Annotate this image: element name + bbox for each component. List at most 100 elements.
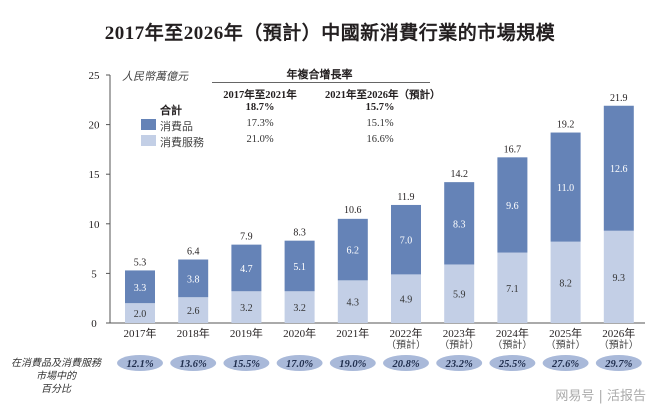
bar-segment [444,264,475,323]
chart-title: 2017年至2026年（預計）中國新消費行業的市場規模 [104,23,556,44]
bar-total-label: 7.9 [240,232,253,243]
bar-segment [284,291,315,323]
x-tick-forecast-label: （預計） [599,338,639,351]
cagr-total-1: 18.7% [245,102,275,113]
share-ellipse [595,355,642,371]
cagr-services-2: 16.6% [366,134,394,145]
bar-segment [125,303,155,323]
cagr-header: 年複合增長率 [286,69,353,81]
bar-total-label: 21.9 [610,93,628,104]
x-tick-label: 2025年 [549,326,582,340]
cagr-divider [212,82,430,83]
bar-value-label: 3.2 [293,303,306,314]
bar-total-label: 14.2 [450,169,468,180]
cagr-row-total-label: 合計 [160,105,182,117]
x-tick-label: 2019年 [230,326,263,340]
bar-total-label: 19.2 [557,120,575,131]
bar-value-label: 9.3 [613,273,626,284]
bar-value-label: 3.2 [240,303,253,314]
y-tick-label: 25 [89,70,101,82]
x-tick-forecast-label: （預計） [386,338,426,351]
share-value-label: 15.5% [233,359,260,370]
x-tick-label: 2018年 [177,326,210,340]
share-value-label: 17.0% [286,359,313,370]
share-ellipse [542,355,589,371]
y-tick-label: 5 [91,268,97,280]
x-tick-label: 2024年 [496,326,529,340]
x-tick-label: 2026年 [602,326,635,340]
bar-total-label: 6.4 [187,247,200,258]
x-tick-forecast-label: （預計） [439,338,479,351]
watermark: 网易号 | 活报告 [555,389,646,404]
cagr-services-1: 21.0% [246,134,274,145]
cagr-total-2: 15.7% [365,102,395,113]
cagr-col-1: 2017年至2021年 [223,90,297,101]
y-tick-label: 0 [91,318,97,330]
bar-segment [391,274,421,323]
x-tick-label: 2017年 [124,326,157,340]
bar-value-label: 5.9 [453,290,466,301]
cagr-goods-2: 15.1% [366,118,394,129]
y-tick-label: 10 [89,219,101,231]
bar-segment [391,204,421,275]
legend-swatch-goods [141,119,156,130]
share-label-line-1: 在消費品及消費服務 [11,358,101,369]
x-tick-label: 2022年 [390,326,423,340]
bar-segment [603,105,634,231]
share-ellipse [223,355,270,371]
x-tick-forecast-label: （預計） [546,338,586,351]
bar-value-label: 8.2 [559,278,572,289]
bar-segment [125,270,155,304]
legend-swatch-services [141,135,156,146]
y-tick-label: 20 [89,120,101,132]
bar-value-label: 7.0 [400,236,413,247]
bar-segment [497,157,528,253]
share-value-label: 23.2% [445,359,473,370]
share-ellipse [170,355,217,371]
x-tick-label: 2023年 [443,326,476,340]
share-ellipse [329,355,376,371]
bar-segment [337,280,368,323]
bar-value-label: 4.7 [240,264,253,275]
bar-value-label: 9.6 [506,201,519,212]
bar-segment [231,244,262,292]
bar-value-label: 6.2 [347,246,360,257]
share-label-line-3: 百分比 [41,384,71,395]
bar-total-label: 5.3 [134,257,147,268]
share-value-label: 19.0% [339,359,366,370]
bar-segment [178,259,209,298]
share-value-label: 20.8% [391,359,419,370]
share-ellipse [383,355,429,371]
unit-label: 人民幣萬億元 [122,71,188,83]
bar-total-label: 8.3 [293,228,306,239]
bar-segment [284,240,315,292]
bar-total-label: 10.6 [344,205,362,216]
bar-value-label: 4.9 [400,295,413,306]
cagr-col-2: 2021年至2026年（預計） [325,90,441,101]
bar-segment [603,230,634,323]
bar-total-label: 16.7 [504,144,522,155]
cagr-goods-1: 17.3% [246,118,274,129]
share-value-label: 29.7% [604,359,632,370]
y-tick-label: 15 [89,169,101,181]
bar-segment [337,218,368,281]
bar-value-label: 2.6 [187,306,200,317]
share-value-label: 13.6% [180,359,207,370]
bar-value-label: 3.3 [134,283,147,294]
share-ellipse [489,355,536,371]
bar-value-label: 7.1 [506,284,519,295]
bar-segment [178,297,209,323]
bar-value-label: 5.1 [293,262,306,273]
x-tick-label: 2020年 [283,326,316,340]
bar-segment [444,182,475,265]
x-tick-forecast-label: （預計） [492,338,532,351]
share-ellipse [436,355,483,371]
bar-total-label: 11.9 [397,192,414,203]
share-label-line-2: 市場中的 [36,371,76,382]
share-ellipse [117,355,163,371]
bar-value-label: 12.6 [610,164,628,175]
bar-value-label: 4.3 [347,298,360,309]
share-value-label: 12.1% [126,359,153,370]
bar-segment [550,241,581,323]
